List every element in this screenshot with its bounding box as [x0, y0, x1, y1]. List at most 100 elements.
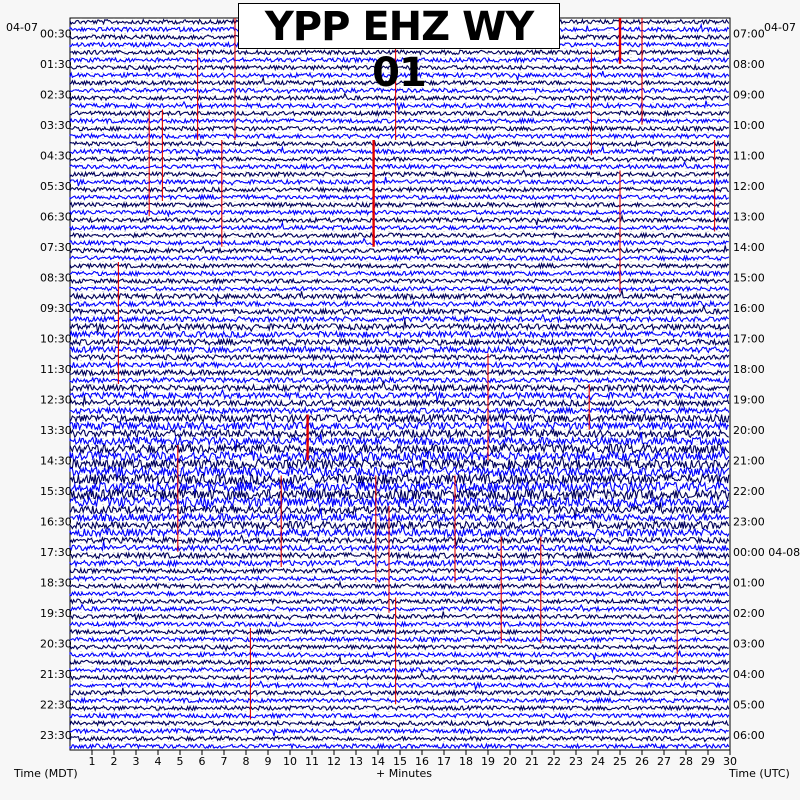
- trace-line: [69, 432, 730, 451]
- x-tick-label: 11: [305, 755, 319, 768]
- right-time-label: 05:00: [733, 698, 765, 711]
- trace-line: [69, 155, 730, 163]
- trace-line: [69, 329, 730, 340]
- right-time-label: 16:00: [733, 302, 765, 315]
- trace-line: [69, 519, 730, 532]
- right-time-label: 04:00: [733, 668, 765, 681]
- trace-line: [69, 379, 730, 393]
- trace-line: [69, 442, 730, 457]
- trace-line: [69, 144, 730, 157]
- trace-line: [69, 620, 730, 629]
- trace-line: [69, 375, 730, 385]
- trace-line: [69, 671, 729, 682]
- x-tick-label: 4: [155, 755, 162, 768]
- trace-line: [69, 124, 730, 133]
- trace-line: [69, 680, 730, 692]
- left-time-label: 13:30: [40, 424, 72, 437]
- trace-line: [69, 643, 729, 653]
- trace-line: [69, 132, 730, 142]
- x-tick-label: 9: [265, 755, 272, 768]
- x-tick-label: 13: [349, 755, 363, 768]
- x-tick-label: 16: [415, 755, 429, 768]
- trace-line: [69, 405, 730, 416]
- x-tick-label: 27: [657, 755, 671, 768]
- x-tick-label: 18: [459, 755, 473, 768]
- left-time-label: 12:30: [40, 393, 72, 406]
- trace-line: [69, 245, 730, 255]
- x-tick-label: 5: [177, 755, 184, 768]
- right-time-label: 19:00: [733, 393, 765, 406]
- trace-line: [69, 160, 729, 171]
- trace-line: [69, 277, 730, 287]
- left-time-label: 02:30: [40, 88, 72, 101]
- left-time-label: 06:30: [40, 210, 72, 223]
- right-time-label: 02:00: [733, 607, 765, 620]
- left-time-label: 15:30: [40, 485, 72, 498]
- trace-line: [69, 412, 730, 425]
- x-axis-title: + Minutes: [376, 767, 433, 780]
- trace-line: [69, 261, 730, 270]
- left-date-label: 04-07: [6, 21, 38, 34]
- trace-line: [69, 299, 730, 309]
- right-axis-title: Time (UTC): [729, 767, 790, 780]
- x-tick-label: 8: [243, 755, 250, 768]
- right-time-label: 10:00: [733, 119, 765, 132]
- trace-line: [69, 395, 730, 409]
- trace-line: [69, 508, 730, 523]
- trace-line: [69, 597, 730, 606]
- trace-line: [69, 742, 730, 751]
- left-time-label: 22:30: [40, 698, 72, 711]
- left-time-label: 19:30: [40, 607, 72, 620]
- trace-line: [69, 100, 730, 112]
- left-time-label: 11:30: [40, 363, 72, 376]
- trace-line: [69, 603, 729, 613]
- trace-line: [69, 92, 730, 102]
- trace-line: [69, 558, 730, 568]
- right-time-label: 23:00: [733, 515, 765, 528]
- x-tick-label: 2: [111, 755, 118, 768]
- right-time-label: 08:00: [733, 58, 765, 71]
- x-tick-label: 15: [393, 755, 407, 768]
- trace-line: [69, 139, 729, 149]
- trace-line: [69, 446, 730, 463]
- trace-line: [69, 185, 730, 194]
- trace-line: [69, 231, 730, 240]
- left-time-label: 17:30: [40, 546, 72, 559]
- left-time-label: 03:30: [40, 119, 72, 132]
- trace-line: [69, 541, 730, 553]
- trace-line: [69, 109, 730, 117]
- trace-line: [69, 86, 730, 95]
- right-time-label: 12:00: [733, 180, 765, 193]
- x-tick-label: 29: [701, 755, 715, 768]
- trace-line: [69, 359, 730, 372]
- right-time-label: 18:00: [733, 363, 765, 376]
- trace-line: [69, 723, 730, 737]
- x-tick-label: 6: [199, 755, 206, 768]
- trace-line: [69, 495, 729, 511]
- trace-line: [69, 388, 730, 402]
- left-time-label: 14:30: [40, 454, 72, 467]
- trace-line: [69, 666, 730, 674]
- trace-line: [69, 524, 730, 539]
- right-time-label: 17:00: [733, 332, 765, 345]
- trace-line: [69, 169, 730, 179]
- x-tick-label: 1: [89, 755, 96, 768]
- right-time-label: 22:00: [733, 485, 765, 498]
- trace-line: [69, 502, 730, 519]
- right-date-label: 04-07: [764, 21, 796, 34]
- x-tick-label: 26: [635, 755, 649, 768]
- right-time-label: 11:00: [733, 149, 765, 162]
- trace-line: [69, 116, 730, 125]
- trace-line: [69, 63, 730, 73]
- chart-title: YPP EHZ WY 01: [238, 3, 560, 96]
- x-tick-label: 20: [503, 755, 517, 768]
- trace-line: [69, 366, 730, 378]
- x-tick-label: 24: [591, 755, 605, 768]
- left-time-label: 09:30: [40, 302, 72, 315]
- trace-line: [69, 650, 730, 660]
- trace-line: [69, 635, 730, 644]
- trace-line: [69, 472, 730, 487]
- right-time-label: 13:00: [733, 210, 765, 223]
- x-tick-label: 17: [437, 755, 451, 768]
